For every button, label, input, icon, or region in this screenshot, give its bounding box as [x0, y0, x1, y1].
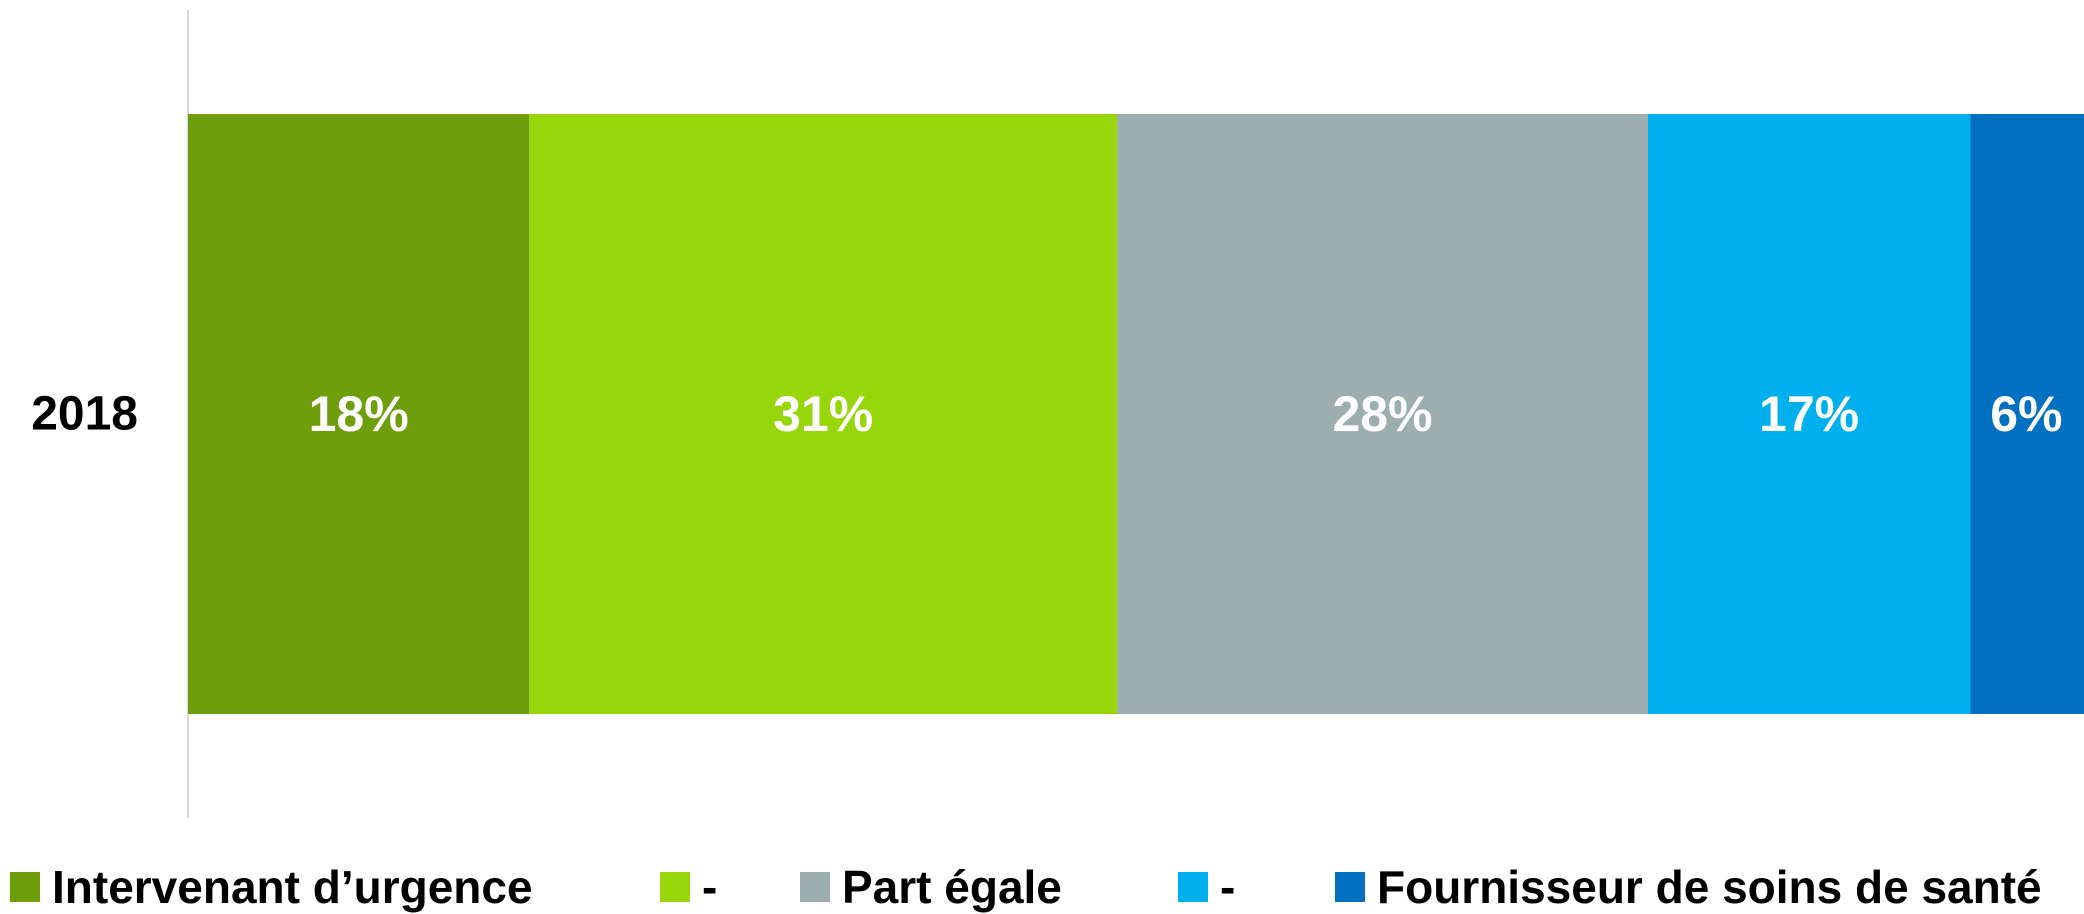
legend-item: Part égale — [800, 860, 1062, 914]
legend-swatch — [1335, 872, 1365, 902]
data-label: 6% — [1990, 386, 2062, 442]
legend-item: - — [660, 860, 717, 914]
legend-swatch — [660, 872, 690, 902]
legend-label: Part égale — [842, 861, 1062, 913]
data-label: 31% — [773, 386, 873, 442]
legend-label: Fournisseur de soins de santé — [1377, 861, 2042, 913]
bar-segment — [188, 114, 530, 714]
legend-swatch — [800, 872, 830, 902]
legend: Intervenant d’urgence - Part égale - Fournis… — [10, 860, 2084, 914]
category-labels: 2018 — [31, 388, 138, 441]
legend-item: - — [1178, 860, 1235, 914]
data-label: 17% — [1759, 386, 1859, 442]
data-labels: 18% 31% 28% 17% 6% — [309, 386, 2063, 442]
bar-segment — [1117, 114, 1648, 714]
category-label: 2018 — [31, 388, 138, 441]
legend-swatch — [10, 872, 40, 902]
legend-label: - — [702, 861, 718, 913]
legend-label: Intervenant d’urgence — [52, 861, 533, 913]
legend-label: - — [1220, 861, 1236, 913]
bar-segment — [1970, 114, 2084, 714]
bar-segment — [529, 114, 1118, 714]
data-label: 18% — [309, 386, 409, 442]
legend-item: Intervenant d’urgence — [10, 860, 533, 914]
legend-item: Fournisseur de soins de santé — [1335, 860, 2042, 914]
bar-segments — [188, 114, 2084, 714]
legend-swatch — [1178, 872, 1208, 902]
data-label: 28% — [1332, 386, 1432, 442]
bar-segment — [1647, 114, 1971, 714]
